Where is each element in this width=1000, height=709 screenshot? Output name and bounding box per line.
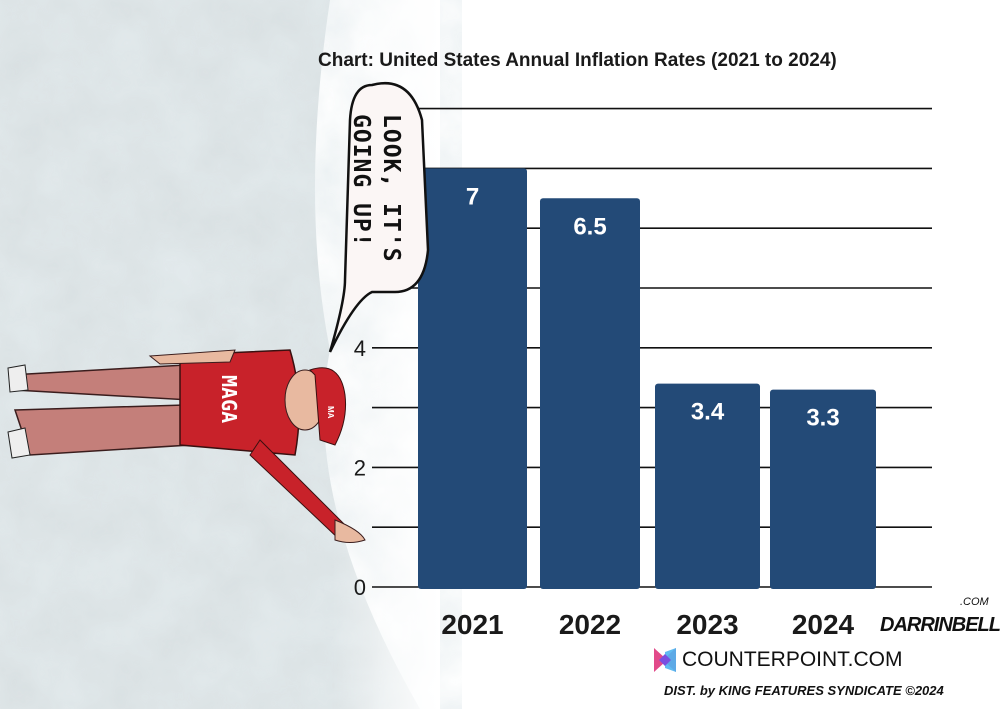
bar-2022 [540, 198, 640, 590]
maga-figure: MA MAGA [7, 349, 366, 543]
bar-2024 [770, 389, 876, 589]
counterpoint-logo [654, 648, 676, 672]
artist-signature: DARRINBELL [880, 614, 1000, 636]
data-label: 7 [466, 183, 479, 210]
bar-2021 [418, 168, 527, 589]
distribution-credit: DIST. by KING FEATURES SYNDICATE ©2024 [664, 683, 944, 698]
speech-bubble [328, 82, 430, 353]
counterpoint-credit: COUNTERPOINT.COM [682, 648, 903, 671]
y-tick-label: 0 [354, 575, 366, 600]
shirt-text: MAGA [217, 375, 241, 423]
hat-text: MA [326, 406, 335, 419]
bar-2023 [655, 383, 760, 589]
speech-line-2: GOING UP! [348, 114, 374, 248]
chart-title: Chart: United States Annual Inflation Ra… [318, 50, 837, 71]
x-tick-label: 2022 [559, 609, 621, 640]
data-label: 6.5 [573, 213, 606, 240]
data-label: 3.4 [691, 399, 725, 426]
y-tick-label: 4 [354, 336, 366, 361]
signature-suffix: .COM [960, 596, 989, 608]
speech-line-1: LOOK, IT'S [378, 114, 404, 263]
x-tick-label: 2021 [441, 609, 503, 640]
x-tick-label: 2023 [676, 609, 738, 640]
y-tick-label: 2 [354, 455, 366, 480]
x-tick-label: 2024 [792, 609, 855, 640]
data-label: 3.3 [806, 405, 839, 432]
speech-bubble-text: LOOK, IT'S GOING UP! [346, 114, 406, 324]
